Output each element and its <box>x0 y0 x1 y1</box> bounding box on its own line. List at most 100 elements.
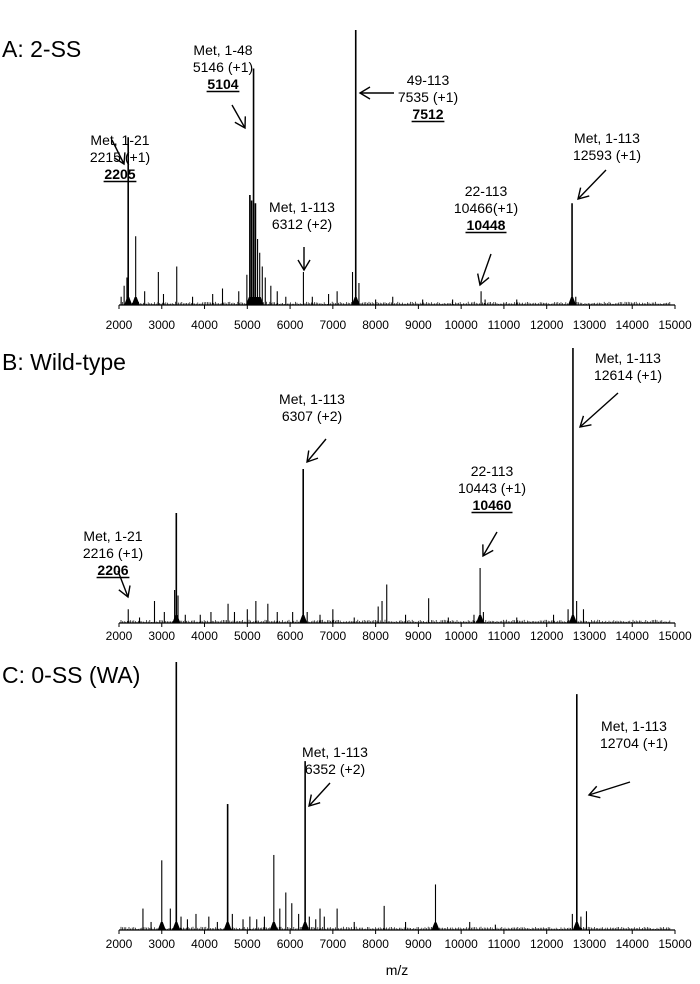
annotation-line: Met, 1-113 <box>302 744 368 760</box>
annotation-line: 22-113 <box>471 463 514 479</box>
arrow-head <box>113 152 126 166</box>
peak-base <box>301 922 310 930</box>
annotation-line: 49-113 <box>407 72 450 88</box>
annotation-line: 12704 (+1) <box>600 735 668 751</box>
arrow-head <box>308 794 321 808</box>
annotation-line: Met, 1-21 <box>90 132 149 148</box>
x-tick-label: 4000 <box>191 937 218 951</box>
peak-base <box>299 615 308 623</box>
annotation-observed-mass: 10448 <box>467 217 506 233</box>
x-tick-label: 6000 <box>277 937 304 951</box>
x-tick-label: 4000 <box>191 318 218 332</box>
x-tick-label: 13000 <box>573 318 607 332</box>
spectrum-panel: A: 2-SS 2000 3000 4000 5000 6000 7000 8000 9000 1… <box>2 30 692 332</box>
x-tick-label: 4000 <box>191 629 218 643</box>
x-tick-label: 7000 <box>319 937 346 951</box>
x-tick-label: 2000 <box>106 318 133 332</box>
x-tick-label: 13000 <box>573 629 607 643</box>
x-tick-label: 9000 <box>405 318 432 332</box>
annotation-arrow <box>588 781 631 796</box>
x-tick-label: 3000 <box>148 318 175 332</box>
annotation-line: 12593 (+1) <box>573 147 641 163</box>
x-tick-label: 8000 <box>362 318 389 332</box>
arrow-head <box>297 259 311 272</box>
annotation-arrow <box>579 392 619 428</box>
annotation-arrow <box>308 782 331 807</box>
x-tick-label: 15000 <box>658 937 692 951</box>
arrow-head <box>477 273 490 287</box>
annotation-observed-mass: 5104 <box>207 76 238 92</box>
peak-base <box>157 922 166 930</box>
x-tick-label: 12000 <box>530 937 564 951</box>
x-tick-label: 6000 <box>277 629 304 643</box>
x-tick-label: 5000 <box>234 937 261 951</box>
x-tick-label: 9000 <box>405 937 432 951</box>
annotation-line: 7535 (+1) <box>398 89 458 105</box>
spectrum-panel: C: 0-SS (WA) 2000 3000 4000 5000 6000 7000 8000… <box>2 662 692 951</box>
x-tick-label: 11000 <box>488 318 521 332</box>
x-tick-label: 12000 <box>530 318 564 332</box>
annotation-line: 6307 (+2) <box>282 408 342 424</box>
annotation-arrow <box>479 253 492 286</box>
x-tick-label: 5000 <box>234 318 261 332</box>
x-tick-label: 10000 <box>444 318 478 332</box>
peak-base <box>568 297 577 305</box>
annotation-arrow <box>117 570 129 598</box>
annotation-arrow <box>306 438 327 463</box>
x-tick-label: 14000 <box>616 318 650 332</box>
x-tick-label: 11000 <box>488 937 521 951</box>
peak-base <box>124 297 133 305</box>
annotation-observed-mass: 10460 <box>473 497 512 513</box>
annotation-line: Met, 1-48 <box>193 42 252 58</box>
annotation-observed-mass: 2206 <box>97 562 128 578</box>
annotation-line: 6312 (+2) <box>272 216 332 232</box>
x-tick-label: 7000 <box>319 629 346 643</box>
arrow-head <box>578 415 592 428</box>
x-tick-label: 7000 <box>319 318 346 332</box>
spectrum-panel: B: Wild-type 2000 3000 4000 5000 6000 7000 8000… <box>2 348 692 643</box>
x-tick-label: 3000 <box>148 629 175 643</box>
arrow-head <box>577 187 590 200</box>
peak-base <box>172 615 181 623</box>
panel-title: A: 2-SS <box>2 36 81 62</box>
peak-base <box>431 922 440 930</box>
annotation-observed-mass: 2205 <box>104 166 135 182</box>
annotation-line: 10466(+1) <box>454 200 518 216</box>
panel-title: C: 0-SS (WA) <box>2 662 140 688</box>
annotation-line: Met, 1-113 <box>601 718 667 734</box>
x-tick-label: 8000 <box>362 937 389 951</box>
annotation-arrow <box>231 104 246 129</box>
x-tick-label: 14000 <box>616 937 650 951</box>
x-tick-label: 3000 <box>148 937 175 951</box>
x-tick-label: 13000 <box>573 937 607 951</box>
annotation-line: 5146 (+1) <box>193 59 253 75</box>
peak-base <box>568 615 577 623</box>
peak-base <box>172 922 181 930</box>
x-tick-label: 9000 <box>405 629 432 643</box>
annotation-line: 22-113 <box>465 183 508 199</box>
annotation-line: Met, 1-113 <box>269 199 335 215</box>
peak-base <box>131 297 140 305</box>
peak-base <box>223 922 232 930</box>
x-tick-label: 12000 <box>530 629 564 643</box>
peak-base <box>476 615 485 623</box>
arrow-head <box>306 450 319 464</box>
peak-base <box>572 922 581 930</box>
annotation-line: Met, 1-113 <box>279 391 345 407</box>
x-tick-label: 5000 <box>234 629 261 643</box>
annotation-line: 12614 (+1) <box>594 367 662 383</box>
x-tick-label: 14000 <box>616 629 650 643</box>
peak-base <box>255 297 264 305</box>
annotation-line: Met, 1-113 <box>574 130 640 146</box>
x-tick-label: 6000 <box>277 318 304 332</box>
annotation-arrow <box>111 139 125 165</box>
